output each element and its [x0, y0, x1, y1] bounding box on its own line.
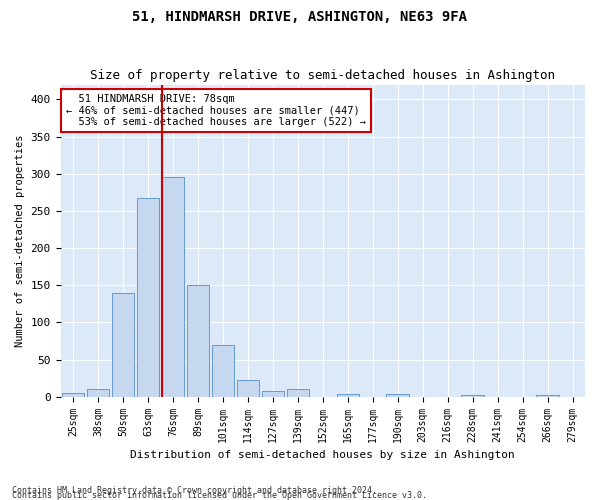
Y-axis label: Number of semi-detached properties: Number of semi-detached properties [15, 134, 25, 347]
Bar [461, 395, 484, 396]
Bar [236, 380, 259, 396]
Bar [161, 178, 184, 396]
Bar [262, 392, 284, 396]
Bar [87, 390, 109, 396]
Bar [287, 390, 309, 396]
Text: 51 HINDMARSH DRIVE: 78sqm
← 46% of semi-detached houses are smaller (447)
  53% : 51 HINDMARSH DRIVE: 78sqm ← 46% of semi-… [66, 94, 366, 127]
Bar [337, 394, 359, 396]
Bar [187, 285, 209, 397]
Bar [536, 395, 559, 396]
Bar [112, 292, 134, 397]
Text: 51, HINDMARSH DRIVE, ASHINGTON, NE63 9FA: 51, HINDMARSH DRIVE, ASHINGTON, NE63 9FA [133, 10, 467, 24]
Bar [137, 198, 159, 396]
Bar [62, 393, 84, 396]
Bar [386, 394, 409, 396]
Bar [212, 344, 234, 397]
Text: Contains public sector information licensed under the Open Government Licence v3: Contains public sector information licen… [12, 491, 427, 500]
X-axis label: Distribution of semi-detached houses by size in Ashington: Distribution of semi-detached houses by … [130, 450, 515, 460]
Text: Contains HM Land Registry data © Crown copyright and database right 2024.: Contains HM Land Registry data © Crown c… [12, 486, 377, 495]
Title: Size of property relative to semi-detached houses in Ashington: Size of property relative to semi-detach… [90, 69, 555, 82]
